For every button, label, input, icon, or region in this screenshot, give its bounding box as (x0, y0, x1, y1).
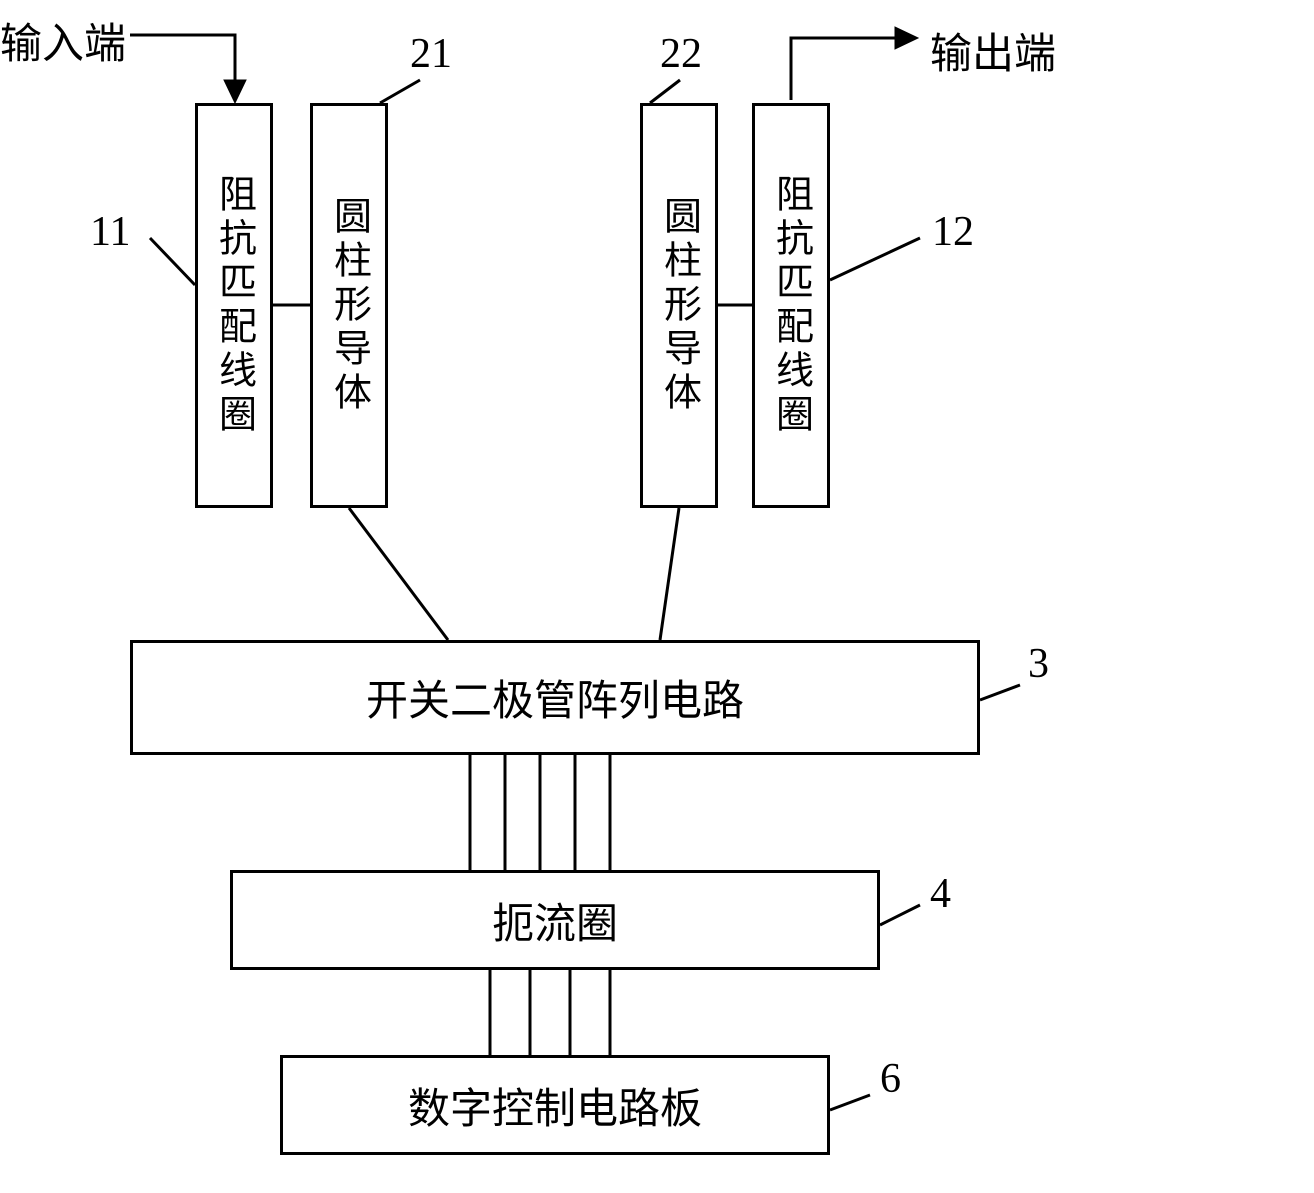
box-choke-coil-4: 扼流圈 (230, 870, 880, 970)
diagram-canvas: { "io_labels": { "input": "输入端", "output… (0, 0, 1314, 1193)
box-digital-control-pcb-6: 数字控制电路板 (280, 1055, 830, 1155)
conn-21-to-3 (349, 508, 448, 640)
input-arrow-path (130, 35, 235, 95)
input-arrow-head (224, 80, 246, 103)
output-arrow-path (791, 38, 910, 100)
ref-21: 21 (410, 30, 452, 78)
box-cylinder-conductor-21: 圆柱形导体 (310, 103, 388, 508)
output-label: 输出端 (930, 20, 1056, 81)
box-impedance-coil-11: 阻抗匹配线圈 (195, 103, 273, 508)
leader-3 (980, 685, 1020, 700)
box-cylinder-conductor-22: 圆柱形导体 (640, 103, 718, 508)
leader-22 (650, 80, 680, 103)
conn-22-to-3 (660, 508, 679, 640)
box-switch-diode-array-3: 开关二极管阵列电路 (130, 640, 980, 755)
leader-11 (150, 238, 195, 285)
leader-6 (830, 1095, 870, 1110)
input-label: 输入端 (0, 10, 126, 71)
ref-6: 6 (880, 1055, 901, 1103)
ref-22: 22 (660, 30, 702, 78)
output-arrow-head (895, 27, 918, 49)
ref-3: 3 (1028, 640, 1049, 688)
ref-12: 12 (932, 208, 974, 256)
box-impedance-coil-12: 阻抗匹配线圈 (752, 103, 830, 508)
leader-21 (380, 80, 420, 103)
ref-11: 11 (90, 208, 130, 256)
leader-12 (830, 238, 920, 280)
leader-4 (880, 905, 920, 925)
ref-4: 4 (930, 870, 951, 918)
